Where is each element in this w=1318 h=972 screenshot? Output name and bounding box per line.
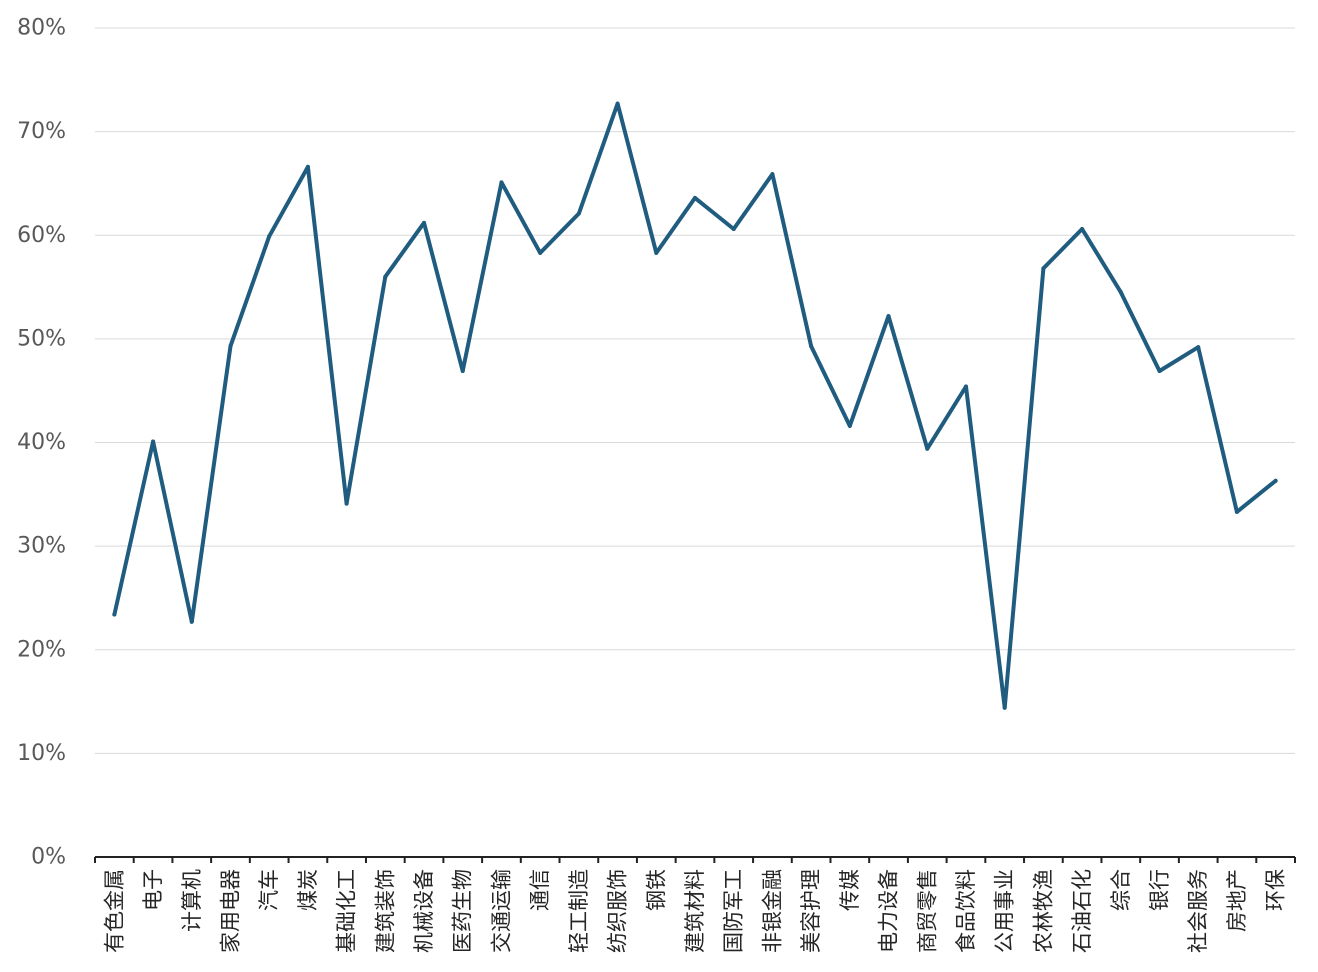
- data-point: [189, 619, 194, 624]
- data-point: [615, 101, 620, 106]
- data-point: [538, 250, 543, 255]
- x-tick-label: 汽车: [257, 869, 281, 911]
- x-tick-label: 公用事业: [993, 869, 1017, 953]
- x-tick-label: 商贸零售: [915, 869, 939, 953]
- x-tick-label: 家用电器: [218, 869, 242, 953]
- y-tick-label: 70%: [17, 119, 66, 144]
- data-point: [1118, 290, 1123, 295]
- x-tick-label: 银行: [1148, 869, 1172, 911]
- data-point: [925, 446, 930, 451]
- data-point: [847, 423, 852, 428]
- data-point: [1273, 478, 1278, 483]
- x-tick-label: 电子: [141, 869, 165, 911]
- x-tick-label: 综合: [1109, 869, 1133, 911]
- data-point: [344, 501, 349, 506]
- y-tick-label: 80%: [17, 16, 66, 41]
- y-axis-labels: 0% 10% 20% 30% 40% 50% 60% 70% 80%: [17, 16, 66, 870]
- data-point: [422, 220, 427, 225]
- data-point: [576, 211, 581, 216]
- data-point: [809, 344, 814, 349]
- data-point: [151, 439, 156, 444]
- x-tick-label: 社会服务: [1186, 869, 1210, 953]
- x-tick-label: 电力设备: [877, 869, 901, 953]
- data-point: [654, 250, 659, 255]
- data-point: [1234, 509, 1239, 514]
- x-tick-label: 轻工制造: [567, 869, 591, 953]
- x-axis: [94, 856, 1296, 863]
- x-tick-label: 交通运输: [489, 869, 513, 953]
- data-point: [770, 172, 775, 177]
- data-point: [460, 368, 465, 373]
- x-tick-label: 纺织服饰: [606, 869, 630, 953]
- data-point: [112, 612, 117, 617]
- y-tick-label: 40%: [17, 430, 66, 455]
- x-tick-label: 食品饮料: [954, 869, 978, 953]
- x-tick-label: 计算机: [180, 869, 204, 932]
- x-tick-label: 钢铁: [644, 869, 668, 911]
- data-point: [267, 234, 272, 239]
- data-point: [228, 344, 233, 349]
- x-tick-label: 美容护理: [799, 869, 823, 953]
- data-point: [886, 314, 891, 319]
- data-point: [305, 164, 310, 169]
- x-tick-label: 传媒: [838, 869, 862, 911]
- gridlines: [95, 27, 1295, 754]
- data-point: [1196, 345, 1201, 350]
- data-point: [1041, 266, 1046, 271]
- data-point: [963, 384, 968, 389]
- data-point: [731, 227, 736, 232]
- x-tick-label: 有色金属: [102, 869, 126, 953]
- data-point: [1002, 705, 1007, 710]
- series-line: [112, 101, 1278, 710]
- y-tick-label: 0%: [31, 845, 66, 870]
- x-tick-label: 机械设备: [412, 869, 436, 953]
- x-tick-label: 建筑装饰: [373, 869, 397, 953]
- x-tick-label: 房地产: [1225, 869, 1249, 932]
- data-point: [1157, 368, 1162, 373]
- x-tick-label: 国防军工: [722, 869, 746, 953]
- x-tick-label: 通信: [528, 869, 552, 911]
- data-point: [693, 195, 697, 200]
- data-point: [383, 274, 388, 279]
- y-tick-label: 30%: [17, 534, 66, 559]
- data-point: [499, 180, 504, 185]
- x-tick-label: 非银金融: [760, 869, 784, 953]
- x-axis-labels: 有色金属 电子 计算机 家用电器 汽车 煤炭 基础化工 建筑装饰 机械设备 医药生物 交通运输 通信轻…: [102, 869, 1287, 953]
- x-tick-label: 农林牧渔: [1031, 869, 1055, 953]
- y-tick-label: 20%: [17, 637, 66, 662]
- x-tick-label: 石油石化: [1070, 869, 1094, 953]
- x-tick-label: 煤炭: [296, 869, 320, 911]
- y-tick-label: 60%: [17, 223, 66, 248]
- data-point: [1080, 227, 1085, 232]
- x-tick-label: 建筑材料: [683, 869, 707, 953]
- x-tick-label: 医药生物: [451, 869, 475, 953]
- x-tick-label: 环保: [1264, 869, 1288, 911]
- x-tick-label: 基础化工: [335, 869, 359, 953]
- series-layer: [112, 101, 1278, 710]
- y-tick-label: 10%: [17, 741, 66, 766]
- y-tick-label: 50%: [17, 326, 66, 351]
